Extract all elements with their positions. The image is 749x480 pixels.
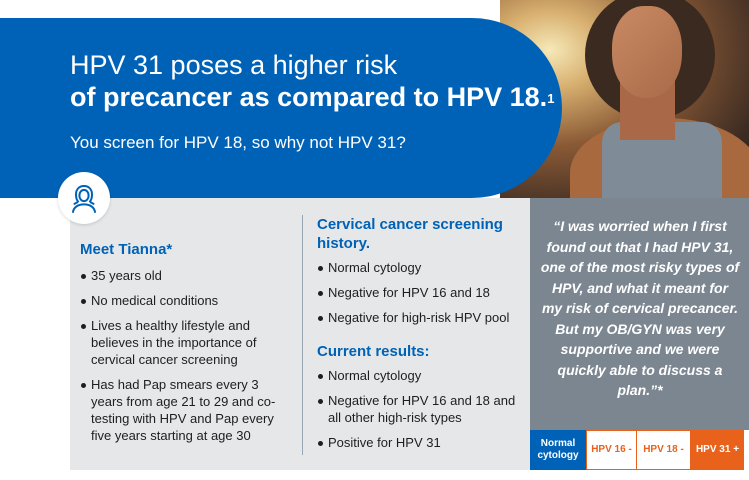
testimonial-quote: “I was worried when I first found out th… [540,218,740,398]
list-item: 35 years old [80,267,292,284]
patient-heading: Meet Tianna* [80,241,173,258]
case-panel [70,198,530,470]
patient-avatar [58,172,110,224]
tag-normal-cytology: Normal cytology [530,430,586,470]
photo-face [612,6,682,98]
list-item: Negative for high-risk HPV pool [317,309,527,326]
list-item: Lives a healthy lifestyle and believes i… [80,317,292,368]
headline-line2-text: of precancer as compared to HPV 18. [70,82,548,112]
list-item: Negative for HPV 16 and 18 and all other… [317,392,517,426]
woman-portrait-photo [500,0,749,200]
hero-banner [0,18,562,198]
results-tags: Normal cytology HPV 16 - HPV 18 - HPV 31… [530,430,744,470]
patient-list: 35 years old No medical conditions Lives… [80,267,292,452]
subheadline: You screen for HPV 18, so why not HPV 31… [70,133,406,152]
tag-hpv18-negative: HPV 18 - [637,430,691,470]
headline-line2: of precancer as compared to HPV 18.1 [70,81,554,113]
list-item: Negative for HPV 16 and 18 [317,284,527,301]
testimonial-box: “I was worried when I first found out th… [530,198,749,430]
column-divider [302,215,303,455]
list-item: Has had Pap smears every 3 years from ag… [80,376,292,444]
history-heading: Cervical cancer screening history. [317,216,503,252]
list-item: Positive for HPV 31 [317,434,517,451]
current-heading: Current results: [317,343,430,360]
history-list: Normal cytology Negative for HPV 16 and … [317,259,527,334]
tag-hpv16-negative: HPV 16 - [586,430,637,470]
headline-line1: HPV 31 poses a higher risk [70,50,398,80]
footnote-ref: 1 [547,91,555,106]
list-item: Normal cytology [317,259,527,276]
list-item: No medical conditions [80,292,292,309]
list-item: Normal cytology [317,367,517,384]
tag-hpv31-positive: HPV 31 + [691,430,744,470]
current-list: Normal cytology Negative for HPV 16 and … [317,367,517,459]
woman-avatar-icon [72,185,96,213]
